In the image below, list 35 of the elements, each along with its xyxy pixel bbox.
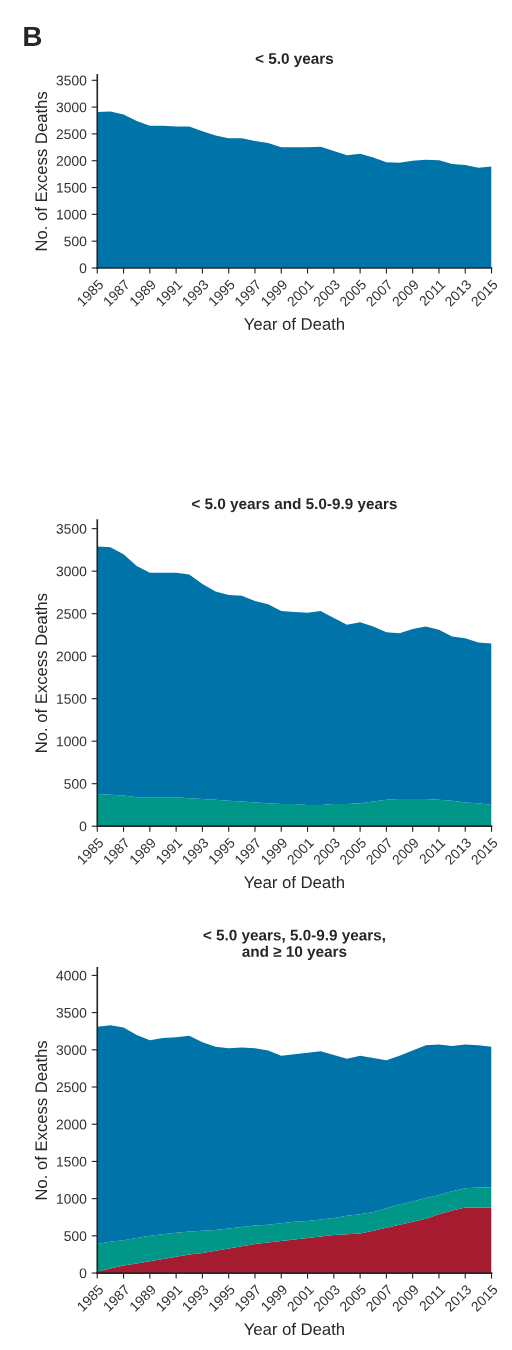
y-tick-label: 1500: [57, 694, 87, 704]
chart-title: < 5.0 years: [255, 53, 334, 67]
y-tick-label: 3000: [56, 1045, 87, 1055]
y-tick-label: 1000: [57, 209, 87, 220]
chart-title: < 5.0 years and 5.0-9.9 years: [192, 497, 397, 513]
y-tick-label: 0: [79, 821, 87, 832]
y-tick-label: 1000: [57, 1193, 87, 1204]
y-axis-title: No. of Excess Deaths: [34, 593, 48, 752]
x-axis-title: Year of Death: [244, 1322, 344, 1336]
y-tick-label: 1500: [57, 182, 87, 193]
y-tick-label: 0: [79, 263, 87, 274]
y-axis-title: No. of Excess Deaths: [34, 1040, 48, 1200]
y-tick-label: 2500: [56, 1082, 87, 1093]
x-axis-title: Year of Death: [244, 875, 344, 889]
chart-title: < 5.0 years, 5.0-9.9 years, and ≥ 10 years: [203, 929, 385, 961]
x-axis-title: Year of Death: [244, 317, 344, 330]
y-tick-label: 1000: [57, 736, 87, 747]
y-tick-label: 3500: [56, 523, 87, 534]
y-tick-label: 3500: [56, 75, 87, 86]
y-tick-label: 3000: [56, 566, 87, 577]
y-tick-label: 1500: [57, 1156, 87, 1167]
y-tick-label: 2500: [56, 609, 87, 619]
y-tick-label: 500: [64, 779, 87, 789]
y-tick-label: 500: [64, 236, 87, 247]
text: B: [24, 26, 42, 46]
y-tick-label: 2500: [56, 129, 87, 140]
y-tick-label: 3000: [56, 102, 87, 113]
y-tick-label: 4000: [56, 970, 87, 981]
y-tick-label: 2000: [56, 156, 87, 166]
y-tick-label: 2000: [56, 651, 87, 662]
y-tick-label: 0: [79, 1268, 87, 1279]
y-tick-label: 3500: [56, 1007, 87, 1018]
y-tick-label: 2000: [56, 1119, 87, 1130]
y-axis-title: No. of Excess Deaths: [34, 91, 48, 251]
y-tick-label: 500: [64, 1231, 87, 1242]
